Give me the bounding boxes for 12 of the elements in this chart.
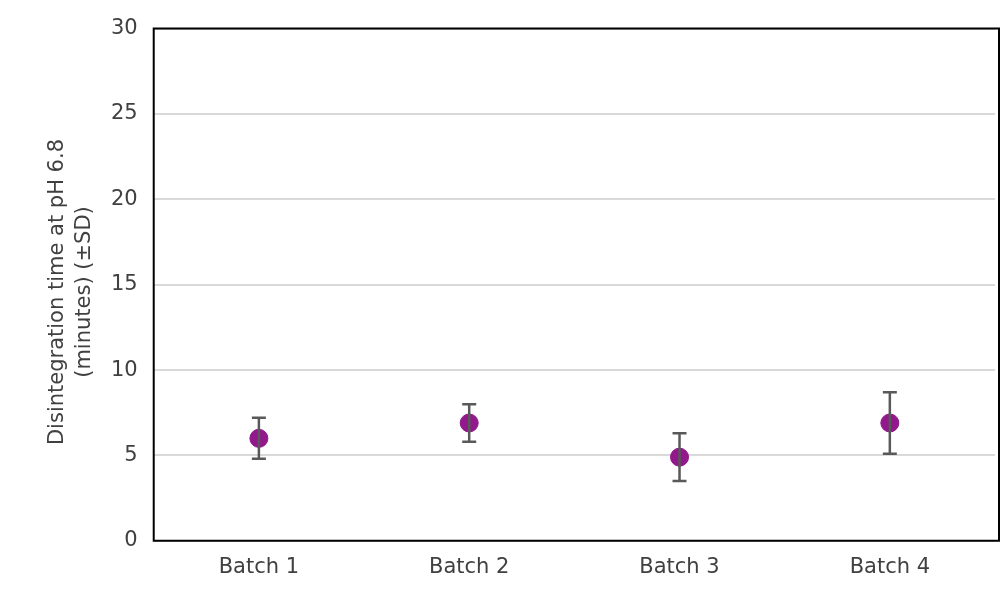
- y-tick-label: 5: [124, 441, 138, 466]
- x-tick-label: Batch 1: [218, 553, 300, 578]
- x-tick-label: Batch 2: [429, 553, 510, 578]
- y-tick-label: 20: [110, 185, 138, 210]
- y-tick-label: 10: [110, 356, 138, 381]
- y-tick-label: 15: [110, 271, 138, 296]
- y-tick-label: 25: [110, 100, 138, 125]
- x-tick-label: Batch 3: [639, 553, 720, 578]
- y-tick-label: 0: [124, 527, 138, 552]
- y-axis-title: Disintegration time at pH 6.8 (minutes) (±SD): [43, 137, 96, 448]
- y-tick-label: 30: [110, 15, 138, 40]
- x-tick-label: Batch 4: [849, 553, 931, 578]
